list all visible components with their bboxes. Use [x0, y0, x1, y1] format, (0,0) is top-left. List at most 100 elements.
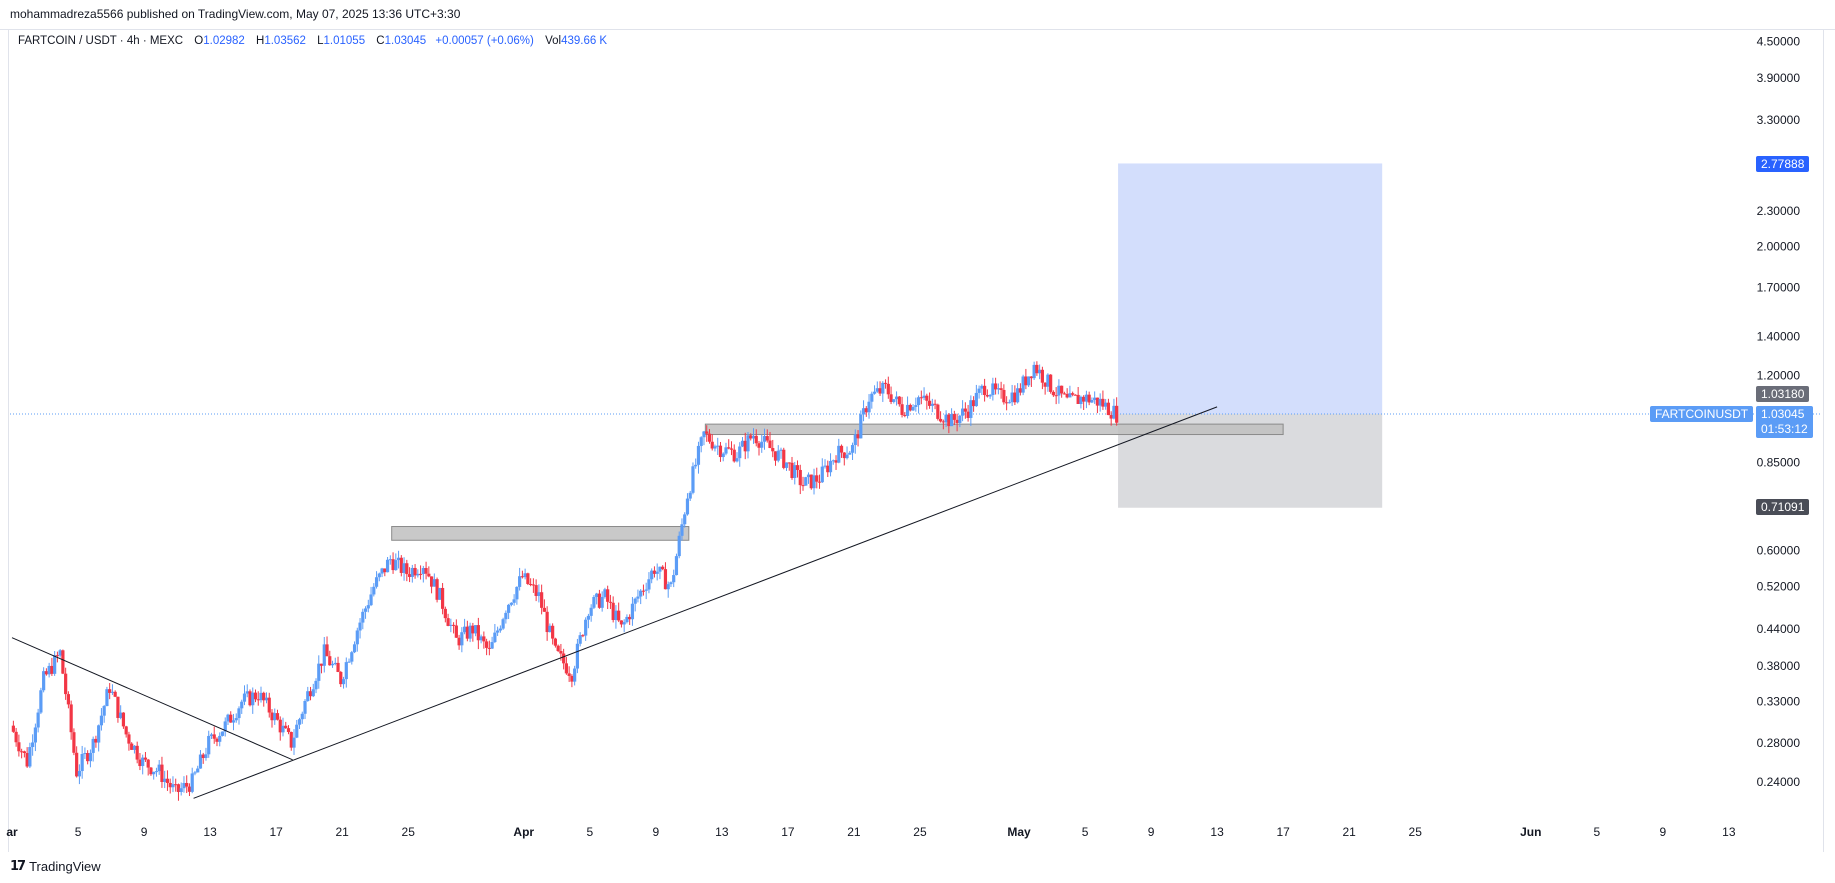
candle-body: [801, 485, 805, 487]
candle-body: [267, 697, 271, 713]
candle-body: [1112, 405, 1116, 419]
candle-body: [994, 383, 998, 390]
x-tick-label: 17: [1276, 825, 1290, 839]
candle-body: [991, 383, 995, 396]
candle-body: [504, 612, 508, 620]
candle-body: [102, 706, 106, 716]
footer: [0, 852, 1835, 883]
x-tick-label: 9: [652, 825, 659, 839]
candle-body: [927, 400, 932, 406]
candle-body: [262, 692, 266, 701]
candle-body: [773, 451, 778, 461]
candle-body: [11, 725, 15, 732]
candle-body: [28, 747, 32, 767]
candle-body: [749, 435, 753, 439]
candle-body: [127, 734, 131, 744]
x-tick-label: 17: [269, 825, 283, 839]
candle-body: [485, 641, 489, 648]
candle-body: [407, 574, 412, 577]
candle-body: [581, 635, 585, 637]
candle-body: [570, 675, 574, 682]
candle-body: [36, 712, 40, 728]
x-tick-label: 9: [1148, 825, 1155, 839]
candle-body: [325, 644, 329, 657]
candle-body: [735, 458, 739, 462]
candle-body: [187, 786, 192, 792]
candle-body: [988, 395, 992, 397]
candle-body: [317, 663, 321, 681]
candle-body: [105, 689, 109, 707]
candle-body: [300, 713, 304, 720]
candle-body: [900, 404, 904, 415]
candle-body: [231, 720, 236, 723]
candle-body: [793, 465, 797, 478]
candle-body: [248, 691, 252, 706]
tradingview-logo-icon: 17: [10, 859, 26, 874]
candle-body: [190, 773, 194, 792]
candle-body: [487, 647, 491, 649]
candle-body: [341, 679, 346, 685]
stop-price-tag: 0.71091: [1756, 499, 1810, 515]
candle-body: [850, 445, 855, 453]
candle-body: [1027, 376, 1031, 386]
candle-body: [460, 632, 464, 646]
candle-body: [421, 568, 425, 574]
candle-body: [732, 449, 736, 462]
candle-body: [889, 394, 893, 402]
candle-body: [344, 662, 348, 680]
candle-body: [771, 448, 775, 452]
candle-body: [245, 691, 249, 694]
x-tick-label: 9: [1659, 825, 1666, 839]
candle-body: [839, 445, 844, 453]
candle-body: [589, 607, 593, 616]
candle-body: [985, 394, 989, 397]
candle-body: [768, 440, 772, 449]
y-tick-label: 0.38000: [1757, 659, 1801, 673]
candle-body: [908, 404, 912, 411]
candle-body: [779, 449, 783, 451]
candle-body: [50, 665, 54, 674]
candle-body: [837, 445, 841, 463]
candle-body: [584, 619, 588, 636]
candle-body: [526, 573, 530, 584]
candle-body: [548, 625, 552, 633]
candle-body: [1062, 393, 1066, 395]
candle-body: [573, 668, 577, 682]
candle-body: [567, 673, 571, 676]
candle-body: [61, 650, 65, 674]
candle-body: [207, 735, 211, 755]
candle-body: [449, 624, 453, 626]
candle-body: [809, 474, 813, 489]
candle-body: [639, 590, 643, 597]
candle-body: [424, 568, 428, 574]
candle-body: [108, 689, 112, 693]
candle-body: [727, 447, 731, 449]
y-tick-label: 2.00000: [1757, 240, 1801, 254]
candle-body: [237, 708, 241, 719]
candle-body: [22, 751, 26, 753]
candle-body: [47, 665, 51, 675]
candle-body: [451, 624, 456, 626]
symbol-title: FARTCOIN / USDT · 4h · MEXC: [18, 35, 184, 47]
candle-body: [564, 663, 569, 674]
candle-body: [58, 650, 62, 656]
candle-body: [955, 419, 959, 423]
candle-body: [1082, 396, 1086, 402]
candle-body: [352, 644, 357, 653]
candle-body: [289, 732, 293, 748]
candle-body: [80, 754, 84, 772]
candle-body: [941, 421, 945, 423]
candle-body: [886, 383, 890, 395]
candle-body: [936, 404, 940, 419]
candle-body: [465, 626, 469, 639]
y-tick-label: 0.44000: [1757, 622, 1801, 636]
candle-body: [685, 498, 690, 515]
candle-body: [916, 397, 921, 406]
branding[interactable]: 17 TradingView: [10, 859, 101, 874]
candle-body: [666, 584, 670, 590]
candle-body: [292, 737, 296, 748]
candle-body: [443, 608, 447, 619]
chart-frame[interactable]: [8, 29, 1824, 852]
profit-zone: [1118, 163, 1383, 414]
